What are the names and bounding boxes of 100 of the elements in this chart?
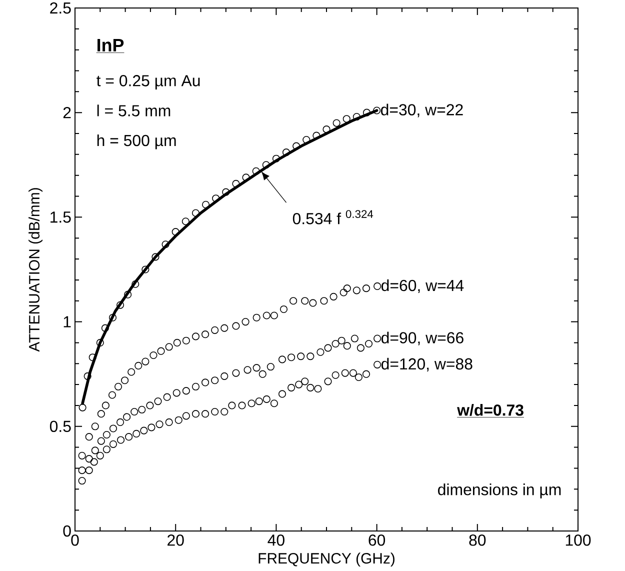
point xyxy=(192,382,200,390)
annotation: dimensions in µm xyxy=(438,484,561,498)
point xyxy=(255,397,263,406)
point xyxy=(352,286,360,294)
x-tick-label: 80 xyxy=(469,534,486,546)
point xyxy=(90,458,98,466)
point xyxy=(78,476,86,485)
point xyxy=(85,466,93,474)
point xyxy=(148,424,156,432)
point xyxy=(374,360,382,368)
point xyxy=(332,340,340,348)
point xyxy=(192,209,200,217)
point xyxy=(173,338,181,346)
x-tick-label: 100 xyxy=(566,534,591,546)
point xyxy=(116,436,125,444)
point xyxy=(163,393,171,401)
point xyxy=(96,338,104,346)
point xyxy=(132,280,140,288)
y-tick-label: 1 xyxy=(64,316,71,328)
point xyxy=(201,330,210,338)
point xyxy=(202,200,210,208)
point xyxy=(146,402,154,410)
x-axis-title: FREQUENCY (GHz) xyxy=(258,552,394,567)
point xyxy=(244,366,252,374)
point xyxy=(228,402,236,410)
point xyxy=(301,378,309,386)
point xyxy=(306,352,314,360)
point xyxy=(362,284,370,292)
point xyxy=(332,371,340,379)
point xyxy=(252,364,260,372)
point xyxy=(362,370,370,378)
point xyxy=(373,106,381,114)
x-tick-label: 0 xyxy=(71,534,79,546)
point xyxy=(252,314,260,322)
point xyxy=(330,292,338,300)
point xyxy=(212,194,220,202)
annotation: w/d=0.73 xyxy=(457,404,524,416)
point xyxy=(338,336,346,344)
point xyxy=(220,372,228,380)
point xyxy=(116,301,124,309)
point xyxy=(350,334,358,342)
point xyxy=(362,108,371,116)
y-tick-label: 0.5 xyxy=(50,420,71,432)
point xyxy=(252,167,260,175)
point xyxy=(232,322,240,330)
point xyxy=(343,342,351,350)
point xyxy=(192,410,200,418)
point xyxy=(312,132,320,140)
point xyxy=(295,380,303,388)
point xyxy=(174,416,182,424)
point xyxy=(266,362,274,371)
point xyxy=(232,369,240,377)
point xyxy=(211,408,219,416)
point xyxy=(91,422,99,430)
point xyxy=(116,418,124,426)
point xyxy=(374,334,382,342)
annotation: InP xyxy=(98,38,124,52)
point xyxy=(270,312,278,320)
point xyxy=(262,395,270,403)
point xyxy=(102,446,110,454)
point xyxy=(85,455,93,463)
point xyxy=(97,410,105,418)
series-label: d=60, w=44 xyxy=(382,279,464,294)
series-label: d=90, w=66 xyxy=(382,332,464,346)
point xyxy=(232,180,240,188)
point xyxy=(290,297,298,305)
y-tick-label: 2 xyxy=(63,107,71,118)
point xyxy=(142,266,150,274)
point xyxy=(332,119,340,127)
point xyxy=(165,343,173,351)
point xyxy=(162,240,170,248)
point xyxy=(356,344,364,352)
point xyxy=(134,362,142,370)
point xyxy=(91,446,99,454)
point xyxy=(182,336,190,344)
annotation: 0.534 f $^{0.324}$ xyxy=(292,210,374,224)
point xyxy=(102,430,110,439)
point xyxy=(374,282,382,290)
point xyxy=(262,161,270,169)
point xyxy=(242,174,250,182)
point xyxy=(97,437,105,445)
point xyxy=(140,426,148,434)
point xyxy=(314,384,322,393)
point xyxy=(108,314,117,322)
point xyxy=(282,148,290,156)
point xyxy=(192,332,200,340)
point xyxy=(272,154,280,162)
point xyxy=(165,418,173,426)
point xyxy=(84,372,92,380)
point xyxy=(78,452,86,460)
point xyxy=(354,373,362,382)
point xyxy=(172,389,180,397)
point xyxy=(324,378,332,386)
point xyxy=(280,305,288,314)
point xyxy=(156,420,164,428)
point xyxy=(278,390,286,398)
point xyxy=(182,387,190,395)
point xyxy=(322,126,330,134)
y-tick-label: 1.5 xyxy=(50,212,71,223)
point xyxy=(138,406,146,414)
